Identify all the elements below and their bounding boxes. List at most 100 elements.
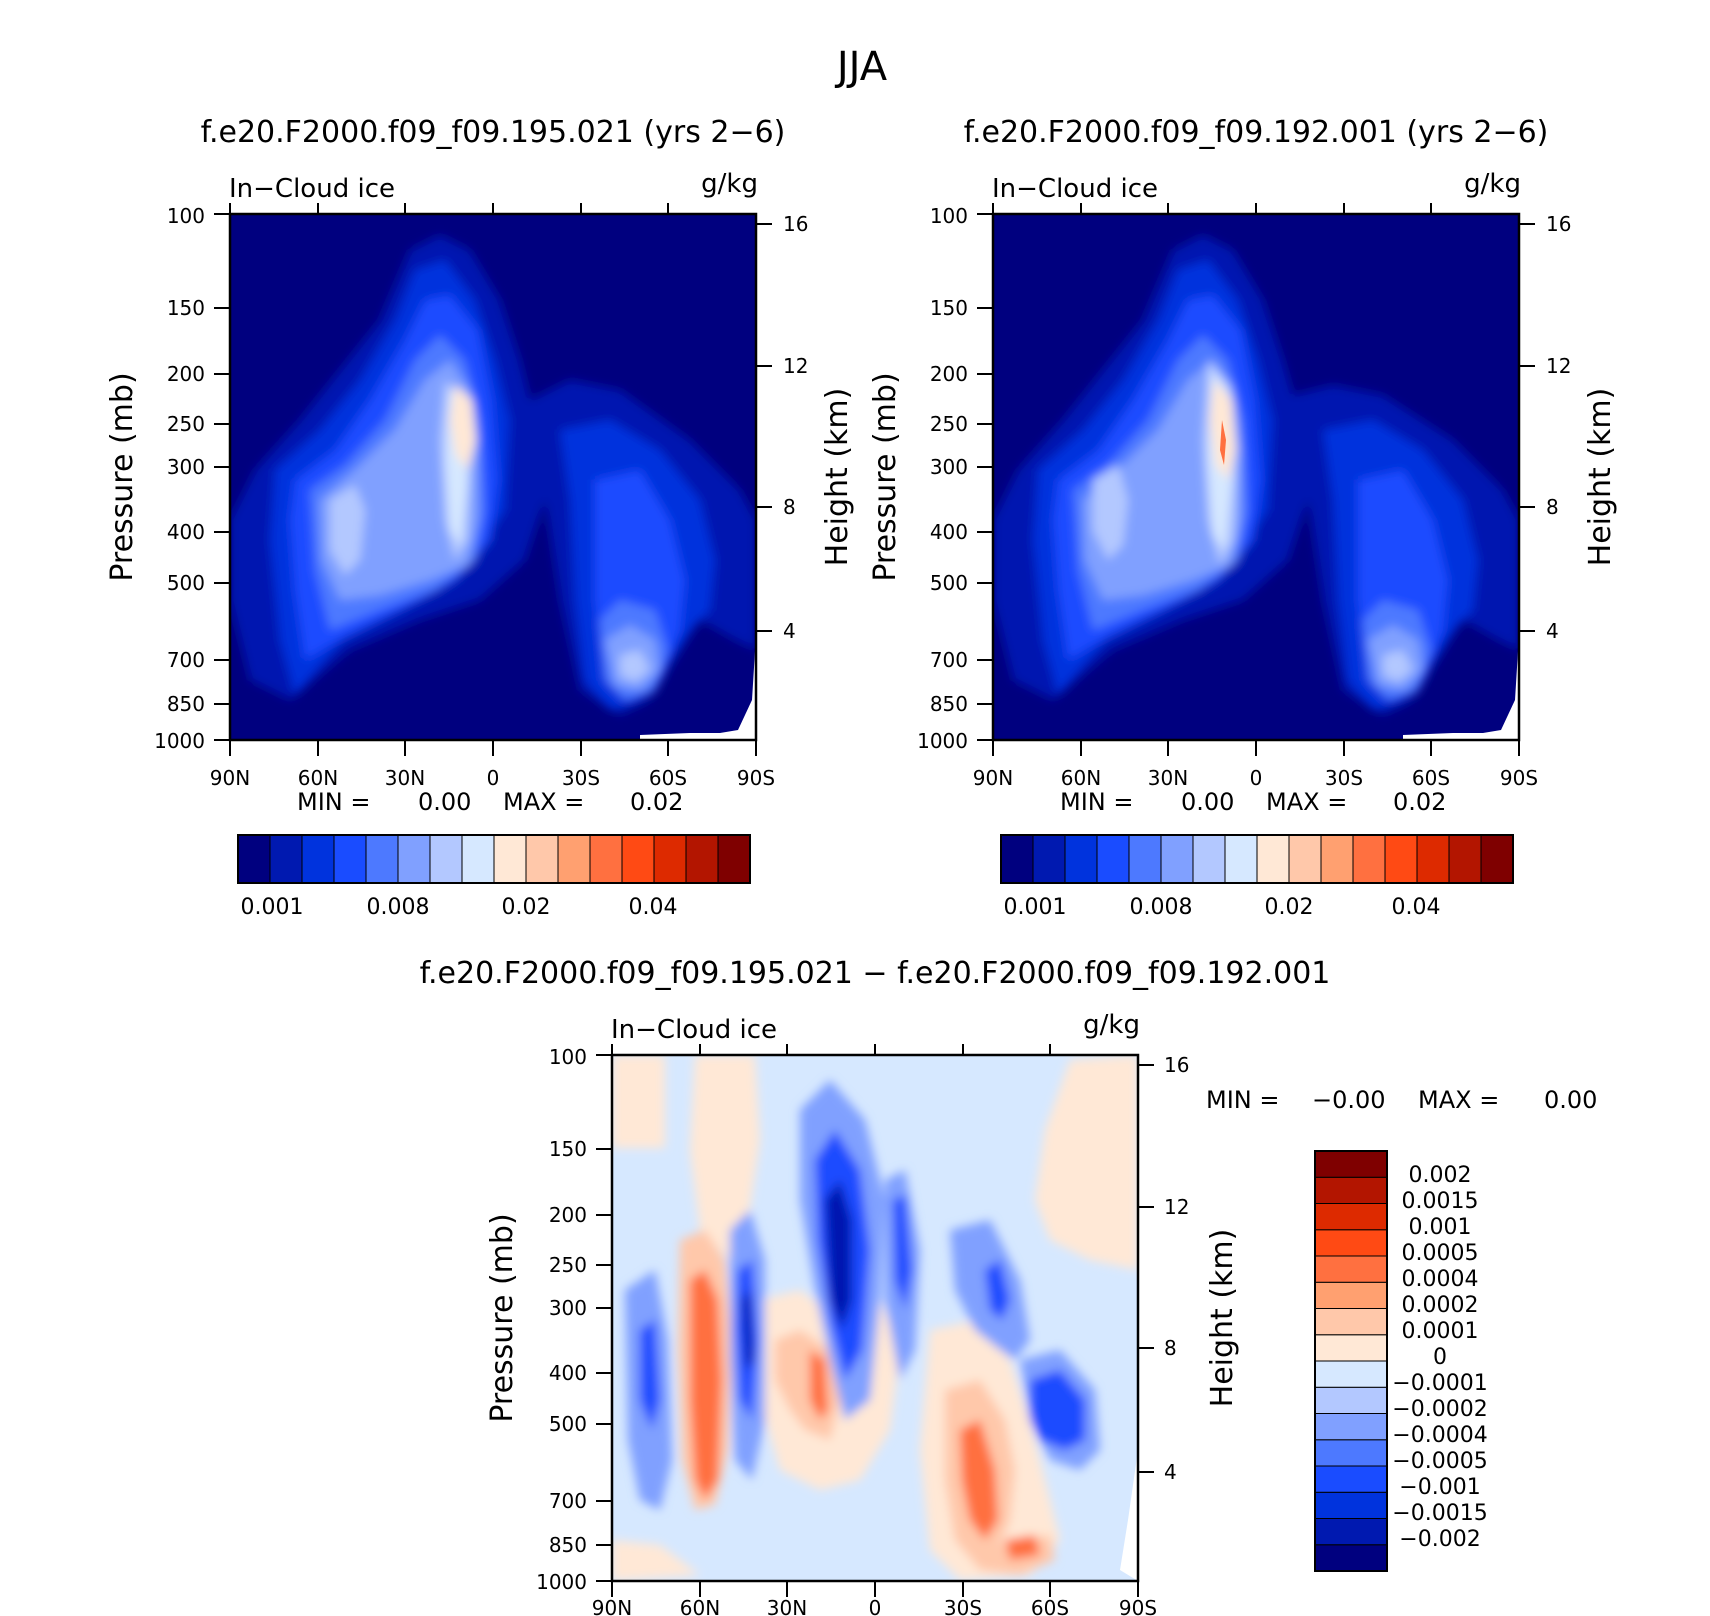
latitude-tick-label: 0 xyxy=(869,1596,882,1616)
colorbar-swatch xyxy=(1314,1413,1388,1441)
variable-label: In−Cloud ice xyxy=(611,1015,777,1045)
pressure-tick-marks xyxy=(214,213,230,741)
colorbar-swatch xyxy=(1314,1255,1388,1283)
latitude-tick-label: 60N xyxy=(680,1596,720,1616)
pressure-tick-label: 150 xyxy=(549,1137,587,1161)
colorbar-swatch xyxy=(653,834,687,884)
latitude-tick-label: 60S xyxy=(649,766,687,790)
colorbar-label: 0.001 xyxy=(241,895,304,920)
latitude-tick-label: 60S xyxy=(1412,766,1450,790)
latitude-tick-label: 90S xyxy=(737,766,775,790)
min-value: −0.00 xyxy=(1312,1086,1386,1114)
y-axis-right-label: Height (km) xyxy=(820,388,855,567)
y-axis-right-label: Height (km) xyxy=(1205,1229,1240,1408)
colorbar-swatch xyxy=(1128,834,1162,884)
colorbar-swatch xyxy=(365,834,399,884)
colorbar-label: 0.04 xyxy=(629,895,678,920)
y-axis-label: Pressure (mb) xyxy=(485,1213,520,1422)
colorbar-swatch xyxy=(301,834,335,884)
contour-fill xyxy=(612,1055,1138,1581)
latitude-tick-label: 90S xyxy=(1119,1596,1157,1616)
y-axis-right-label: Height (km) xyxy=(1583,388,1618,567)
panel-title: f.e20.F2000.f09_f09.195.021 − f.e20.F200… xyxy=(420,956,1331,991)
colorbar-labels: 0.002 0.0015 0.001 0.0005 0.0004 0.0002 … xyxy=(1392,1163,1487,1552)
pressure-tick-label: 850 xyxy=(167,692,205,716)
colorbar-label: 0.001 xyxy=(1004,895,1067,920)
height-tick-label: 12 xyxy=(783,354,808,378)
colorbar-swatch xyxy=(1314,1544,1388,1572)
pressure-tick-label: 400 xyxy=(549,1361,587,1385)
pressure-tick-label: 300 xyxy=(167,455,205,479)
colorbar-swatch xyxy=(557,834,591,884)
colorbar-swatch xyxy=(493,834,527,884)
colorbar-swatch xyxy=(1064,834,1098,884)
missing-data-region xyxy=(1403,635,1519,740)
pressure-tick-label: 500 xyxy=(549,1412,587,1436)
units-label: g/kg xyxy=(701,169,758,199)
colorbar-swatch xyxy=(589,834,623,884)
colorbar-frame xyxy=(1000,834,1514,884)
pressure-tick-label: 400 xyxy=(930,520,968,544)
colorbar-label: 0 xyxy=(1433,1345,1447,1370)
colorbar-swatch xyxy=(1314,1491,1388,1519)
colorbar-swatch xyxy=(1314,1150,1388,1178)
colorbar-label: −0.0004 xyxy=(1392,1423,1487,1448)
pressure-tick-label: 100 xyxy=(549,1045,587,1069)
colorbar-swatch xyxy=(1314,1308,1388,1336)
latitude-tick-label: 30S xyxy=(1325,766,1363,790)
height-tick-label: 4 xyxy=(1164,1460,1177,1484)
height-tick-label: 12 xyxy=(1164,1195,1189,1219)
colorbar-swatch xyxy=(1314,1281,1388,1309)
colorbar-swatch xyxy=(1314,1229,1388,1257)
pressure-tick-label: 1000 xyxy=(536,1570,587,1594)
x-axis-ticks: 90N 60N 30N 0 30S 60S 90S xyxy=(973,203,1538,790)
colorbar-label: 0.0004 xyxy=(1402,1267,1479,1292)
colorbar-label: −0.0001 xyxy=(1392,1371,1487,1396)
colorbar-swatch xyxy=(1288,834,1322,884)
colorbar-label: 0.04 xyxy=(1392,895,1441,920)
units-label: g/kg xyxy=(1083,1010,1140,1040)
latitude-tick-label: 30N xyxy=(385,766,425,790)
colorbar-swatch xyxy=(1314,1334,1388,1362)
latitude-tick-label: 90S xyxy=(1500,766,1538,790)
colorbar-swatch xyxy=(1314,1176,1388,1204)
colorbar-swatch xyxy=(333,834,367,884)
latitude-tick-label: 30S xyxy=(562,766,600,790)
right-axis-ticks: 16 12 8 4 xyxy=(1138,1053,1189,1484)
panel-control: f.e20.F2000.f09_f09.192.001 (yrs 2−6) In… xyxy=(868,115,1618,920)
min-label: MIN = xyxy=(297,788,370,816)
height-tick-label: 16 xyxy=(1546,212,1571,236)
colorbar-swatch xyxy=(1314,1386,1388,1414)
latitude-tick-label: 90N xyxy=(210,766,250,790)
latitude-tick-label: 30N xyxy=(767,1596,807,1616)
colorbar-frame xyxy=(237,834,751,884)
plot-area xyxy=(993,214,1519,740)
colorbar-swatch xyxy=(1314,1439,1388,1467)
latitude-tick-label: 60N xyxy=(1061,766,1101,790)
height-tick-label: 8 xyxy=(1164,1336,1177,1360)
negative-strong-area xyxy=(640,1130,1085,1450)
height-tick-label: 8 xyxy=(1546,495,1559,519)
max-label: MAX = xyxy=(1418,1086,1499,1114)
variable-label: In−Cloud ice xyxy=(992,174,1158,204)
colorbar-swatch xyxy=(1416,834,1450,884)
pressure-tick-label: 1000 xyxy=(154,729,205,753)
colorbar xyxy=(1314,1150,1388,1572)
colorbar-swatch xyxy=(429,834,463,884)
colorbar-swatch xyxy=(1384,834,1418,884)
contour-level-5 xyxy=(1083,360,1423,690)
left-axis-ticks: 100 150 200 250 300 400 500 700 850 1000 xyxy=(917,204,993,753)
colorbar-swatch xyxy=(1352,834,1386,884)
pressure-tick-label: 500 xyxy=(930,571,968,595)
min-value: 0.00 xyxy=(418,788,471,816)
min-value: 0.00 xyxy=(1181,788,1234,816)
colorbar-label: 0.02 xyxy=(502,895,551,920)
colorbar-label: −0.0015 xyxy=(1392,1501,1487,1526)
right-axis-ticks: 16 12 8 4 xyxy=(1519,212,1571,643)
latitude-tick-label: 90N xyxy=(592,1596,632,1616)
min-label: MIN = xyxy=(1060,788,1133,816)
plot-area xyxy=(230,214,756,740)
contour-level-8 xyxy=(450,385,476,470)
pressure-tick-label: 300 xyxy=(549,1296,587,1320)
pressure-tick-label: 500 xyxy=(167,571,205,595)
